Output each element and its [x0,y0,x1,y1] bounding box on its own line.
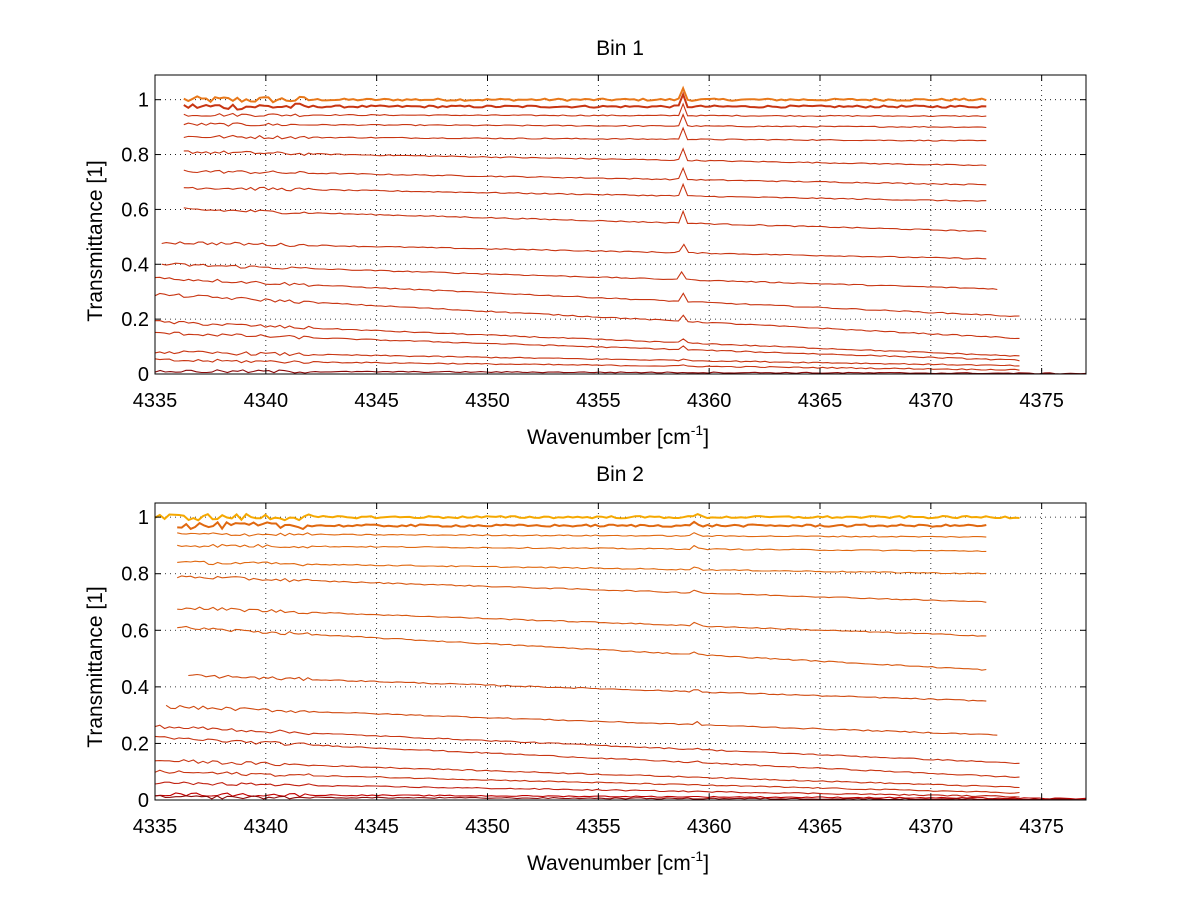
x-tick-label: 4370 [909,816,954,838]
x-tick-label: 4355 [576,816,621,838]
series-line-4 [177,543,987,553]
series-line-14 [155,320,1020,357]
series-line-6 [176,575,987,603]
y-tick-label: 0.8 [121,145,149,167]
series-line-16 [155,350,1020,367]
y-tick-label: 1 [138,90,149,112]
series-line-1 [155,512,1020,522]
series-line-18 [155,369,1086,374]
x-tick-label: 4335 [133,816,178,838]
x-tick-label: 4345 [354,390,399,412]
x-axis-label-superscript: -1 [691,848,704,864]
y-tick-label: 0.2 [121,309,149,331]
x-axis-label-suffix: ] [703,852,709,875]
x-tick-label: 4370 [909,390,954,412]
series-line-9 [183,207,987,232]
series-line-8 [183,182,987,202]
series-line-3 [177,532,987,538]
series-group [155,512,1086,800]
x-axis-label-superscript: -1 [691,422,704,438]
series-line-13 [155,759,1020,789]
series-line-11 [155,724,1020,765]
chart-panel-bin-1: Bin 1 Transmittance [1] Wavenumber [cm-1… [84,37,1087,449]
x-tick-label: 4340 [244,816,289,838]
x-tick-label: 4375 [1019,390,1064,412]
series-line-12 [155,276,1020,317]
series-line-6 [183,147,987,167]
series-line-14 [155,769,1020,794]
y-axis-label: Transmittance [1] [84,586,107,747]
x-tick-label: 4355 [576,390,621,412]
series-line-11 [161,262,998,291]
x-tick-label: 4335 [133,390,178,412]
chart-panel-bin-2: Bin 2 Transmittance [1] Wavenumber [cm-1… [84,463,1087,875]
y-tick-label: 0.2 [121,733,149,755]
plot-area-frame [154,502,1087,801]
y-tick-label: 1 [138,507,149,529]
series-group [155,85,1086,374]
chart-title: Bin 2 [596,463,644,486]
series-line-10 [161,241,987,260]
series-line-12 [155,735,1020,778]
x-tick-label: 4345 [354,816,399,838]
series-line-13 [155,292,1020,340]
x-axis-label-main: Wavenumber [cm [527,426,691,449]
series-line-4 [183,113,987,129]
grid [155,75,1086,374]
series-line-5 [183,126,987,142]
series-line-17 [155,358,1020,371]
x-axis-label: Wavenumber [cm-1] [527,422,709,449]
x-tick-label: 4375 [1019,816,1064,838]
x-axis-label: Wavenumber [cm-1] [527,848,709,875]
y-tick-label: 0 [138,790,149,812]
y-axis-label: Transmittance [1] [84,160,107,321]
series-line-15 [155,781,1020,798]
y-tick-label: 0.8 [121,564,149,586]
x-tick-label: 4340 [244,390,289,412]
series-line-8 [177,625,987,671]
x-tick-label: 4365 [798,816,843,838]
series-line-3 [183,102,987,118]
x-tick-label: 4350 [465,816,510,838]
series-line-1 [183,85,987,104]
x-axis-label-main: Wavenumber [cm [527,852,691,875]
series-line-5 [177,560,987,575]
y-tick-label: 0.6 [121,620,149,642]
series-line-7 [183,166,987,186]
series-line-2 [183,91,987,111]
plot-area-frame [154,74,1087,375]
x-tick-label: 4360 [687,390,732,412]
series-line-7 [177,606,987,637]
x-axis-label-suffix: ] [703,426,709,449]
x-tick-label: 4350 [465,390,510,412]
series-line-2 [177,520,987,531]
y-tick-label: 0.6 [121,199,149,221]
y-tick-label: 0 [138,364,149,386]
y-tick-label: 0.4 [121,677,149,699]
x-tick-label: 4360 [687,816,732,838]
series-line-10 [165,704,998,736]
series-line-9 [188,673,987,702]
series-line-15 [155,331,1020,362]
y-tick-label: 0.4 [121,254,149,276]
x-tick-label: 4365 [798,390,843,412]
chart-title: Bin 1 [596,37,644,60]
